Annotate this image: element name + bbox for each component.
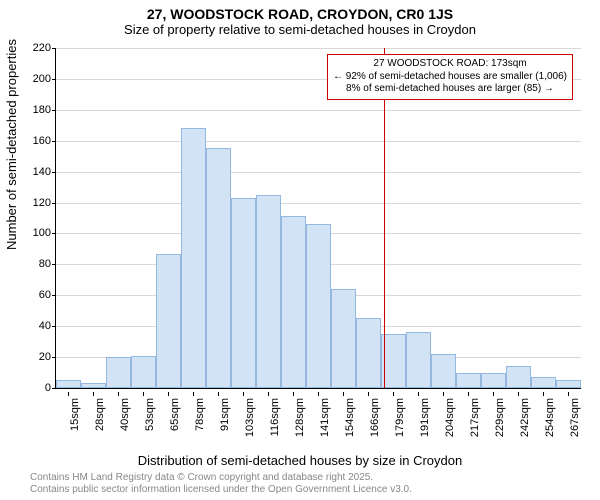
- xtick-label: 166sqm: [369, 398, 381, 437]
- gridline-h: [56, 48, 581, 49]
- gridline-h: [56, 141, 581, 142]
- ytick-label: 180: [33, 104, 56, 116]
- ytick-label: 160: [33, 135, 56, 147]
- xtick-label: 91sqm: [219, 398, 231, 431]
- xtick-label: 179sqm: [394, 398, 406, 437]
- xtick-mark: [168, 392, 169, 396]
- xtick-mark: [518, 392, 519, 396]
- ytick-label: 20: [39, 351, 56, 363]
- xtick-label: 128sqm: [294, 398, 306, 437]
- xtick-mark: [68, 392, 69, 396]
- callout-line-3: 8% of semi-detached houses are larger (8…: [333, 83, 567, 96]
- xtick-label: 191sqm: [419, 398, 431, 437]
- gridline-h: [56, 110, 581, 111]
- histogram-bar: [306, 224, 331, 388]
- gridline-h: [56, 203, 581, 204]
- xtick-label: 217sqm: [469, 398, 481, 437]
- attribution-line-1: Contains HM Land Registry data © Crown c…: [30, 472, 373, 483]
- attribution-text: Contains HM Land Registry data © Crown c…: [30, 472, 412, 496]
- xtick-mark: [318, 392, 319, 396]
- callout-line-2: ← 92% of semi-detached houses are smalle…: [333, 71, 567, 84]
- attribution-line-2: Contains public sector information licen…: [30, 484, 412, 495]
- xtick-mark: [218, 392, 219, 396]
- xtick-label: 53sqm: [144, 398, 156, 431]
- callout-line-1: 27 WOODSTOCK ROAD: 173sqm: [333, 58, 567, 71]
- histogram-bar: [256, 195, 281, 388]
- xtick-mark: [343, 392, 344, 396]
- histogram-bar: [231, 198, 256, 388]
- xtick-label: 40sqm: [119, 398, 131, 431]
- marker-callout: 27 WOODSTOCK ROAD: 173sqm ← 92% of semi-…: [327, 54, 573, 100]
- histogram-bar: [406, 332, 431, 388]
- chart-title: 27, WOODSTOCK ROAD, CROYDON, CR0 1JS: [0, 6, 600, 22]
- ytick-label: 120: [33, 197, 56, 209]
- plot-area: 02040608010012014016018020022015sqm28sqm…: [55, 48, 581, 389]
- xtick-label: 254sqm: [544, 398, 556, 437]
- histogram-bar: [331, 289, 356, 388]
- xtick-label: 116sqm: [269, 398, 281, 436]
- xtick-mark: [393, 392, 394, 396]
- xtick-label: 78sqm: [194, 398, 206, 431]
- ytick-label: 40: [39, 320, 56, 332]
- histogram-bar: [81, 383, 106, 388]
- histogram-bar: [106, 357, 131, 388]
- gridline-h: [56, 172, 581, 173]
- y-axis-label: Number of semi-detached properties: [4, 39, 19, 250]
- histogram-bar: [181, 128, 206, 388]
- xtick-mark: [118, 392, 119, 396]
- histogram-bar: [131, 356, 156, 388]
- xtick-mark: [468, 392, 469, 396]
- histogram-bar: [156, 254, 181, 388]
- histogram-bar: [506, 366, 531, 388]
- xtick-mark: [143, 392, 144, 396]
- histogram-bar: [281, 216, 306, 388]
- xtick-label: 204sqm: [444, 398, 456, 437]
- histogram-bar: [531, 377, 556, 388]
- xtick-label: 65sqm: [169, 398, 181, 431]
- xtick-label: 229sqm: [494, 398, 506, 437]
- ytick-label: 100: [33, 227, 56, 239]
- ytick-label: 80: [39, 258, 56, 270]
- xtick-label: 15sqm: [69, 398, 81, 431]
- histogram-bar: [556, 380, 581, 388]
- xtick-mark: [418, 392, 419, 396]
- xtick-mark: [443, 392, 444, 396]
- ytick-label: 60: [39, 289, 56, 301]
- histogram-bar: [56, 380, 81, 388]
- xtick-mark: [268, 392, 269, 396]
- histogram-bar: [356, 318, 381, 388]
- xtick-label: 154sqm: [344, 398, 356, 437]
- xtick-mark: [243, 392, 244, 396]
- ytick-label: 0: [45, 382, 56, 394]
- xtick-label: 28sqm: [94, 398, 106, 431]
- histogram-bar: [206, 148, 231, 388]
- xtick-mark: [368, 392, 369, 396]
- ytick-label: 200: [33, 73, 56, 85]
- x-axis-label: Distribution of semi-detached houses by …: [0, 453, 600, 468]
- xtick-mark: [543, 392, 544, 396]
- xtick-label: 242sqm: [519, 398, 531, 437]
- histogram-bar: [456, 373, 481, 388]
- chart-subtitle: Size of property relative to semi-detach…: [0, 22, 600, 37]
- xtick-label: 267sqm: [569, 398, 581, 437]
- histogram-bar: [431, 354, 456, 388]
- xtick-mark: [93, 392, 94, 396]
- ytick-label: 140: [33, 166, 56, 178]
- xtick-mark: [293, 392, 294, 396]
- xtick-label: 103sqm: [244, 398, 256, 437]
- ytick-label: 220: [33, 42, 56, 54]
- xtick-mark: [568, 392, 569, 396]
- xtick-label: 141sqm: [319, 398, 331, 437]
- histogram-bar: [481, 373, 506, 388]
- xtick-mark: [193, 392, 194, 396]
- xtick-mark: [493, 392, 494, 396]
